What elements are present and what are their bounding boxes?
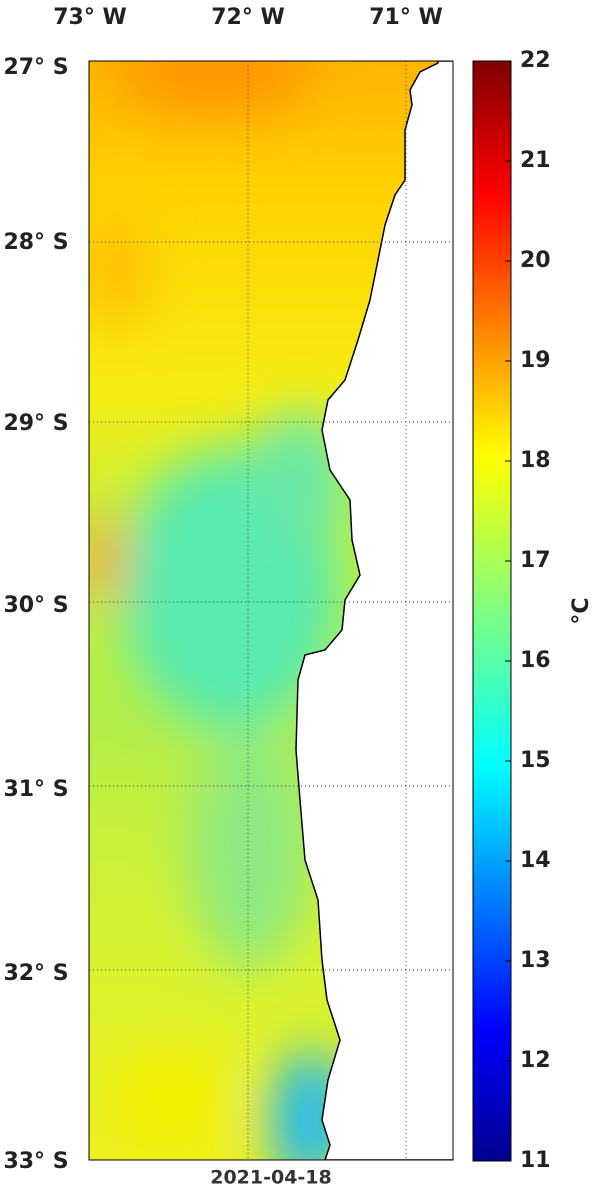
latitude-label: 33° S (3, 1149, 68, 1174)
colorbar-tick-label: 14 (520, 848, 551, 873)
longitude-label: 71° W (369, 5, 443, 30)
warm-patch (115, 61, 315, 115)
map-frame (88, 60, 454, 1161)
latitude-label: 29° S (3, 411, 68, 436)
latitude-label: 28° S (3, 230, 68, 255)
colorbar-tick-label: 17 (520, 548, 551, 573)
longitude-label: 73° W (53, 5, 127, 30)
latitude-label: 31° S (3, 777, 68, 802)
land (295, 61, 453, 1160)
colorbar-tick-label: 20 (520, 248, 551, 273)
colorbar-unit: °C (569, 597, 593, 624)
latitude-label: 32° S (3, 961, 68, 986)
warm-patch (89, 210, 145, 330)
colorbar-tick-label: 16 (520, 648, 551, 673)
warm-patch (89, 515, 125, 605)
colorbar-tick-label: 18 (520, 448, 551, 473)
longitude-label: 72° W (211, 5, 285, 30)
latitude-label: 27° S (3, 55, 68, 80)
colorbar (472, 60, 512, 1162)
colorbar-tick-label: 21 (520, 148, 551, 173)
colorbar-tick-label: 12 (520, 1048, 551, 1073)
graticule (89, 61, 453, 1160)
sst-field (89, 61, 453, 1160)
latitude-label: 30° S (3, 593, 68, 618)
colorbar-tick-label: 19 (520, 348, 551, 373)
warm-patch (110, 1050, 230, 1150)
colorbar-tick-label: 15 (520, 748, 551, 773)
date-label: 2021-04-18 (210, 1167, 332, 1188)
colorbar-tick-label: 13 (520, 948, 551, 973)
colorbar-tick-label: 22 (520, 48, 551, 73)
cool-patch (190, 730, 310, 970)
colorbar-tick-label: 11 (520, 1148, 551, 1173)
